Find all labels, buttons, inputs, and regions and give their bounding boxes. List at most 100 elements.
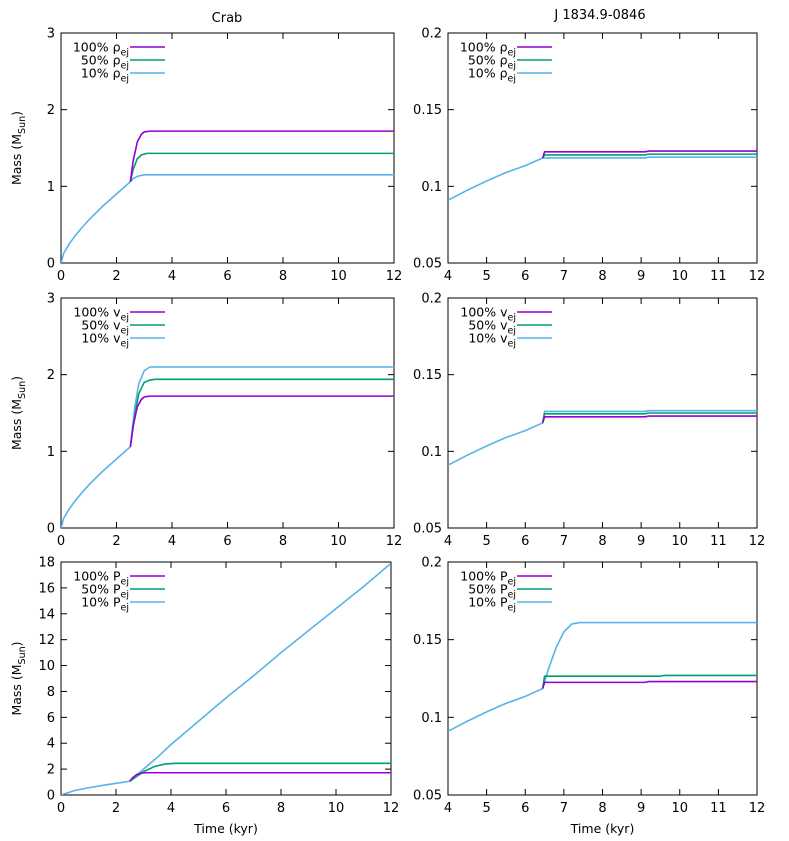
y-tick-label: 0.1 [421,445,442,460]
x-tick-label: 8 [277,801,285,816]
x-tick-label: 4 [444,269,452,284]
y-tick-label: 18 [38,556,55,571]
y-tick-label: 2 [47,368,55,383]
y-tick-label: 0.1 [421,180,442,195]
legend-label-3: 10% Pej [81,595,129,614]
y-tick-label: 14 [38,607,55,622]
series-line-2 [129,378,394,447]
panel-6: 4 5 6 7 8 9 10 11 12 0.05 0.1 0.15 0.2 Time (kyr) 100%… [413,556,765,837]
y-tick-label: 0 [47,789,55,804]
series-line-2 [129,152,394,182]
x-tick-label: 10 [671,801,688,816]
x-tick-label: 11 [710,269,727,284]
x-tick-label: 5 [482,269,490,284]
legend-label-2: 50% Pej [81,582,129,601]
y-tick-label: 4 [47,737,55,752]
x-tick-label: 4 [168,534,176,549]
y-tick-label: 1 [47,180,55,195]
y-tick-label: 2 [47,763,55,778]
series-line-1 [541,680,757,689]
legend-label-1: 100% ρej [460,40,516,59]
y-axis-label: Mass (MSun) [9,376,28,450]
x-tick-label: 2 [112,801,120,816]
column-title-crab: Crab [212,11,243,26]
x-tick-label: 2 [112,534,120,549]
x-tick-label: 6 [521,801,529,816]
legend-label-2: 50% Pej [468,582,516,601]
legend-label-1: 100% vej [460,305,516,324]
x-tick-label: 7 [560,269,568,284]
x-tick-label: 10 [328,801,345,816]
x-tick-label: 4 [167,801,175,816]
legend-label-1: 100% vej [73,305,129,324]
series-line-3 [61,174,394,263]
series-line-3 [448,409,757,466]
legend-label-3: 10% vej [468,331,516,350]
x-tick-label: 9 [637,801,645,816]
series-line-1 [129,130,394,182]
x-tick-label: 6 [222,801,230,816]
y-axis-label: Mass (MSun) [9,111,28,185]
legend-label-3: 10% Pej [468,595,516,614]
x-tick-label: 12 [383,801,400,816]
legend-label-2: 50% ρej [81,53,129,72]
x-axis-label: Time (kyr) [570,821,635,836]
x-axis-label: Time (kyr) [193,821,258,836]
panel-5: 0 2 4 6 8 10 12 0 2 4 6 8 10 12 14 16 18 Mass (MSun) Time … [9,556,399,837]
y-tick-label: 0.1 [421,711,442,726]
x-tick-label: 0 [57,534,65,549]
y-tick-label: 0 [47,522,55,537]
series-line-2 [541,674,757,689]
legend-label-3: 10% vej [81,331,129,350]
series-line-1 [541,415,757,424]
column-title-j1834: J 1834.9-0846 [553,8,645,23]
y-tick-label: 0.2 [421,27,442,42]
x-tick-label: 4 [444,801,452,816]
y-tick-label: 0 [47,257,55,272]
x-tick-label: 12 [749,534,766,549]
series-line-3 [448,621,757,733]
legend-label-1: 100% Pej [73,569,129,588]
x-tick-label: 6 [521,534,529,549]
x-tick-label: 8 [598,534,606,549]
x-tick-label: 8 [279,269,287,284]
y-tick-label: 0.05 [413,522,442,537]
x-tick-label: 12 [749,801,766,816]
x-tick-label: 4 [168,269,176,284]
y-tick-label: 0.15 [413,633,442,648]
x-tick-label: 5 [482,801,490,816]
x-tick-label: 7 [560,534,568,549]
legend-label-2: 50% vej [468,318,516,337]
x-tick-label: 6 [521,269,529,284]
legend-label-3: 10% ρej [81,66,129,85]
x-tick-label: 12 [386,534,403,549]
x-tick-label: 10 [671,534,688,549]
y-tick-label: 3 [47,27,55,42]
legend-label-1: 100% Pej [460,569,516,588]
x-tick-label: 7 [560,801,568,816]
x-tick-label: 10 [330,534,347,549]
y-tick-label: 0.2 [421,556,442,571]
x-tick-label: 12 [749,269,766,284]
x-tick-label: 5 [482,534,490,549]
y-tick-label: 10 [38,659,55,674]
legend-label-1: 100% ρej [73,40,129,59]
x-tick-label: 12 [386,269,403,284]
series-line-2 [541,412,757,424]
x-tick-label: 9 [637,269,645,284]
x-tick-label: 6 [223,534,231,549]
series-line-1 [541,150,757,159]
y-tick-label: 1 [47,445,55,460]
y-tick-label: 0.2 [421,292,442,307]
x-tick-label: 9 [637,534,645,549]
y-tick-label: 8 [47,685,55,700]
x-tick-label: 11 [710,534,727,549]
y-tick-label: 0.15 [413,103,442,118]
x-tick-label: 10 [671,269,688,284]
y-tick-label: 3 [47,292,55,307]
x-tick-label: 0 [57,269,65,284]
